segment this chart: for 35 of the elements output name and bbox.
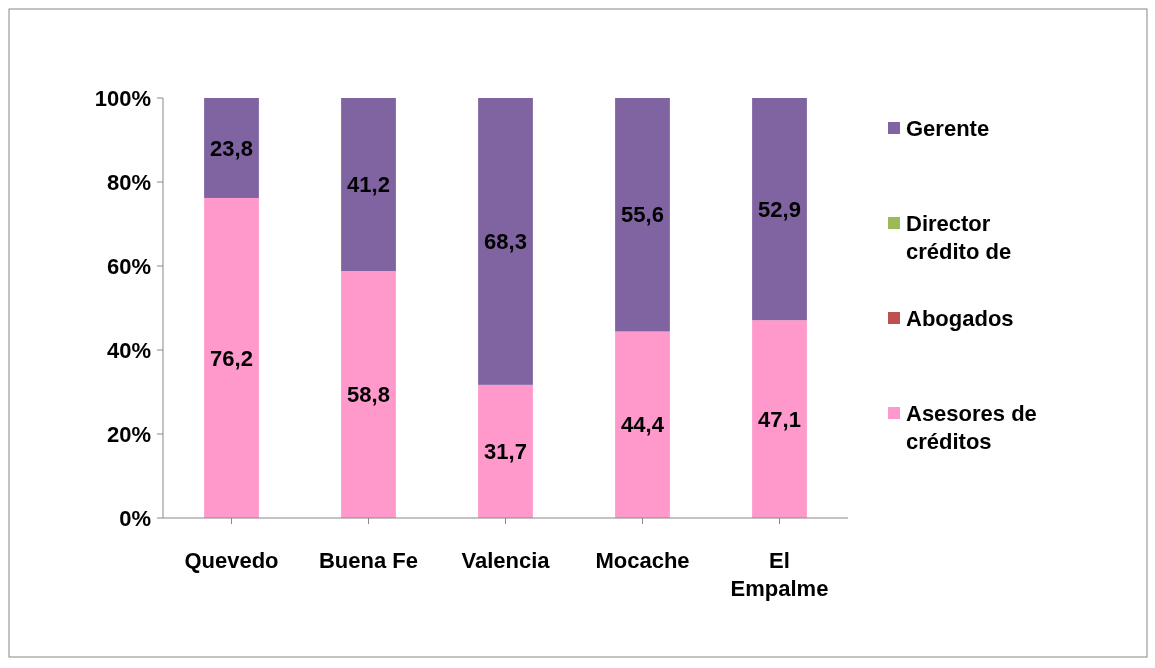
bar — [204, 197, 259, 518]
data-label: 44,4 — [621, 412, 665, 438]
x-tick-label: Mocache — [595, 548, 690, 573]
bar — [615, 331, 670, 518]
legend-label: Gerente — [906, 115, 990, 141]
data-label: 31,7 — [484, 439, 527, 465]
y-tick-label: 100% — [94, 85, 151, 111]
bar — [752, 98, 807, 321]
data-label: 76,2 — [210, 345, 253, 371]
data-label: 23,8 — [210, 135, 253, 161]
legend-label: Asesores de créditos — [906, 400, 1037, 454]
data-label: 52,9 — [758, 196, 801, 222]
data-label: 41,2 — [347, 172, 390, 198]
bar — [341, 98, 396, 272]
bar — [341, 271, 396, 518]
y-tick-label: 40% — [106, 337, 151, 363]
data-label: 68,3 — [484, 229, 527, 255]
bar — [478, 384, 533, 518]
data-label: 55,6 — [621, 202, 664, 228]
bar — [478, 98, 533, 385]
data-label: 47,1 — [758, 406, 801, 432]
legend-label: Director crédito de — [906, 210, 1012, 264]
x-tick-label: El Empalme — [730, 548, 829, 601]
y-tick-label: 0% — [119, 505, 151, 531]
y-tick-label: 20% — [106, 421, 151, 447]
x-tick-label: Quevedo — [184, 548, 279, 573]
data-label: 58,8 — [347, 382, 390, 408]
bar — [752, 320, 807, 518]
bar — [204, 98, 259, 198]
y-tick-label: 80% — [106, 169, 151, 195]
x-tick-label: Buena Fe — [318, 548, 419, 573]
legend-label: Abogados — [906, 305, 1014, 331]
bar — [615, 98, 670, 332]
x-tick-label: Valencia — [461, 548, 551, 573]
y-tick-label: 60% — [106, 253, 151, 279]
